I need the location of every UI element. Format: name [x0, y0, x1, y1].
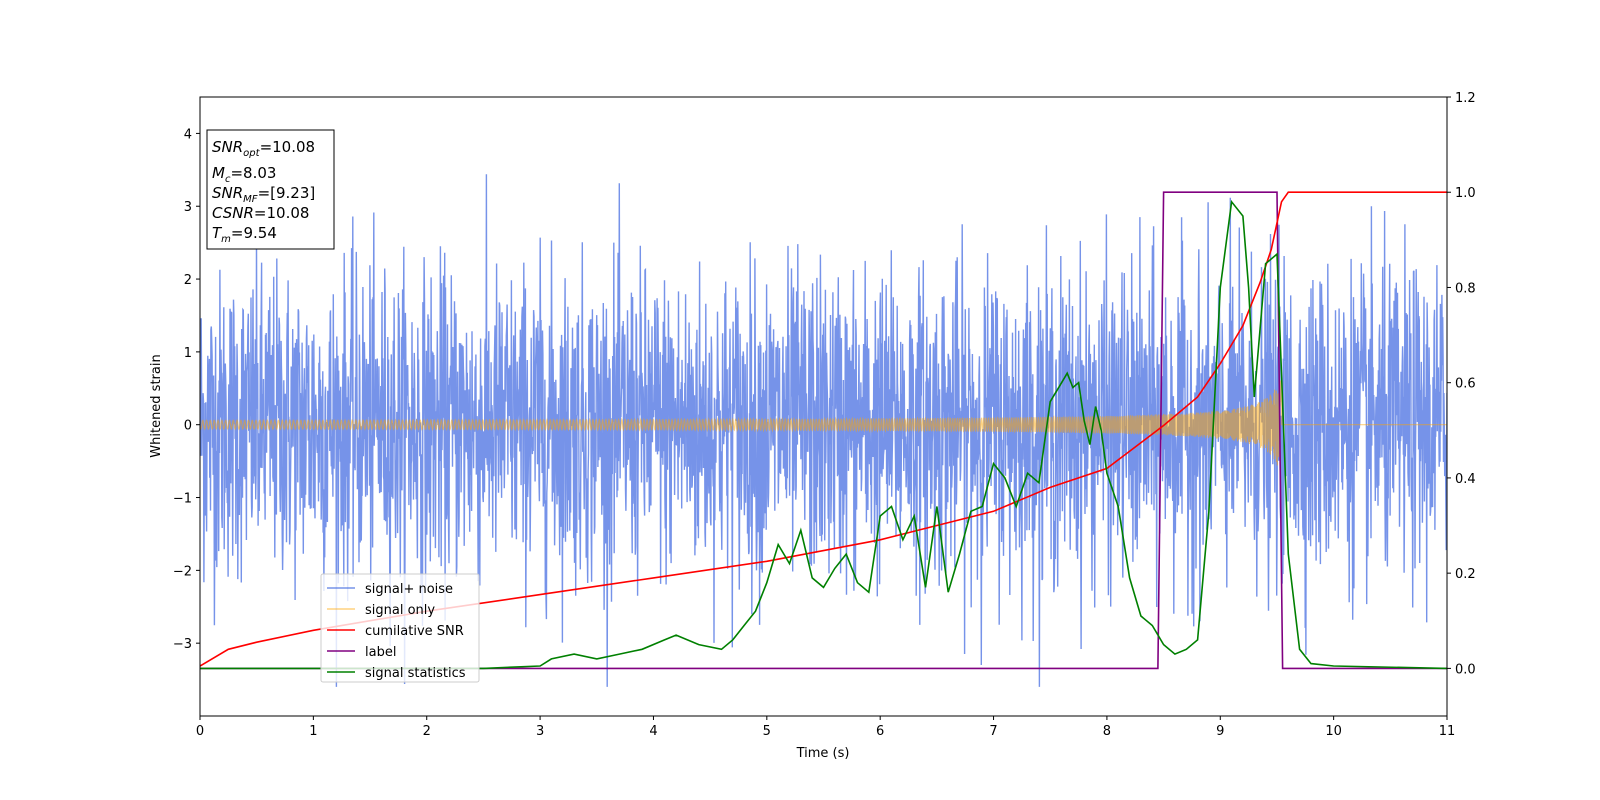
x-axis-label: Time (s)	[796, 746, 850, 761]
y2-tick-label-4: 0.8	[1455, 281, 1476, 296]
legend-label-1: signal only	[365, 603, 435, 618]
annotation-line-tm: Tm=9.54	[212, 224, 277, 245]
x-tick-label-7: 7	[989, 724, 997, 739]
y-tick-label-2: −1	[173, 492, 192, 507]
legend-label-3: label	[365, 645, 396, 660]
series-signal-plus-noise	[200, 174, 1447, 687]
x-tick-label-11: 11	[1439, 724, 1456, 739]
x-tick-label-6: 6	[876, 724, 884, 739]
annotation-line-mc: Mc=8.03	[212, 164, 276, 185]
x-tick-label-4: 4	[649, 724, 657, 739]
plot-frame	[199, 96, 1448, 717]
y2-tick-label-1: 0.2	[1455, 567, 1476, 582]
y-tick-label-3: 0	[184, 419, 192, 434]
series-signal-only	[200, 379, 1447, 466]
x-tick-label-10: 10	[1325, 724, 1342, 739]
x-tick-label-2: 2	[423, 724, 431, 739]
y2-tick-label-3: 0.6	[1455, 377, 1476, 392]
y2-tick-label-5: 1.0	[1455, 186, 1476, 201]
x-tick-label-0: 0	[196, 724, 204, 739]
y-tick-label-5: 2	[184, 273, 192, 288]
legend-label-0: signal+ noise	[365, 582, 453, 597]
x-tick-label-1: 1	[309, 724, 317, 739]
x-tick-label-3: 3	[536, 724, 544, 739]
series-signal-statistics	[200, 199, 1447, 670]
series-label	[200, 191, 1447, 670]
y2-tick-label-6: 1.2	[1455, 91, 1476, 106]
annotation-line-snr-opt: SNRopt=10.08	[212, 138, 315, 159]
x-tick-label-8: 8	[1103, 724, 1111, 739]
x-tick-label-9: 9	[1216, 724, 1224, 739]
legend-label-4: signal statistics	[365, 666, 466, 681]
y-tick-label-1: −2	[173, 564, 192, 579]
y-tick-label-6: 3	[184, 200, 192, 215]
y-tick-label-7: 4	[184, 127, 192, 142]
y-axis-left: −3 −2 −1 0 1 2 3 4	[173, 127, 200, 652]
y-tick-label-0: −3	[173, 637, 192, 652]
annotation-line-snr-mf: SNRMF=[9.23]	[212, 184, 315, 205]
annotation-frame	[206, 129, 335, 250]
y2-tick-label-0: 0.0	[1455, 662, 1476, 677]
y2-tick-label-2: 0.4	[1455, 472, 1476, 487]
y-tick-label-4: 1	[184, 346, 192, 361]
legend-label-2: cumilative SNR	[365, 624, 464, 639]
y-axis-label: Whitened strain	[149, 354, 164, 457]
annotation-line-csnr: CSNR=10.08	[212, 204, 309, 222]
legend: signal+ noise signal only cumilative SNR la…	[320, 573, 480, 683]
x-tick-label-5: 5	[763, 724, 771, 739]
legend-box	[320, 573, 480, 683]
x-axis: 0 1 2 3 4 5 6 7 8 9 10 11	[196, 716, 1455, 739]
annotation-box: SNRopt=10.08 Mc=8.03 SNRMF=[9.23] CSNR=1…	[206, 129, 335, 250]
y-axis-right: 0.0 0.2 0.4 0.6 0.8 1.0 1.2	[1447, 91, 1476, 677]
